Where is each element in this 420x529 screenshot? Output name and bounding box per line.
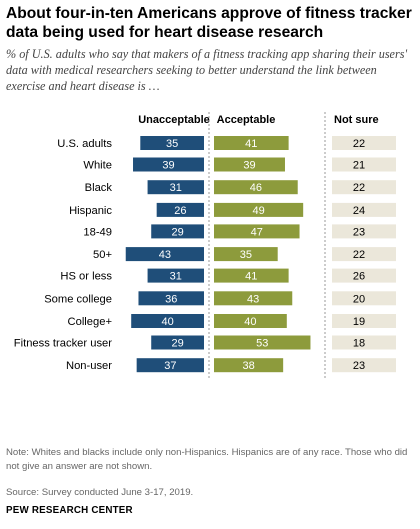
bar-not-sure: [332, 157, 396, 172]
bar-unacceptable: [133, 157, 204, 172]
data-label-unacceptable: 39: [162, 160, 174, 172]
data-label-acceptable: 38: [242, 360, 254, 372]
category-label: College+: [68, 316, 112, 328]
category-label: U.S. adults: [57, 138, 112, 150]
data-label-not-sure: 22: [353, 182, 365, 194]
bar-unacceptable: [131, 314, 204, 328]
bar-unacceptable: [151, 335, 204, 350]
data-label-not-sure: 23: [353, 226, 365, 238]
data-label-not-sure: 24: [353, 205, 365, 217]
data-label-not-sure: 22: [353, 249, 365, 261]
data-label-unacceptable: 29: [171, 338, 183, 350]
chart-note: Note: Whites and blacks include only non…: [6, 447, 408, 472]
data-label-acceptable: 49: [252, 205, 264, 217]
data-label-unacceptable: 37: [164, 360, 176, 372]
bar-unacceptable: [125, 247, 204, 262]
series-header-acceptable: Acceptable: [217, 114, 276, 126]
data-label-not-sure: 19: [353, 316, 365, 328]
bar-not-sure: [332, 180, 396, 195]
data-label-not-sure: 21: [353, 160, 365, 172]
bar-not-sure: [332, 247, 396, 262]
data-label-acceptable: 40: [244, 316, 256, 328]
chart-source: Source: Survey conducted June 3-17, 2019…: [6, 487, 194, 498]
data-label-acceptable: 47: [251, 226, 263, 238]
data-label-acceptable: 43: [247, 293, 259, 305]
category-label: 18-49: [83, 226, 112, 238]
bar-acceptable: [214, 136, 289, 150]
data-label-not-sure: 23: [353, 360, 365, 372]
category-label: Hispanic: [69, 205, 112, 217]
data-label-unacceptable: 29: [171, 226, 183, 238]
data-label-unacceptable: 35: [166, 138, 178, 150]
data-label-not-sure: 26: [353, 271, 365, 283]
data-label-acceptable: 53: [256, 338, 268, 350]
bar-acceptable: [214, 358, 284, 373]
bar-acceptable: [214, 202, 304, 217]
brand-logo-text: PEW RESEARCH CENTER: [6, 505, 133, 516]
category-label: Fitness tracker user: [14, 338, 113, 350]
data-label-acceptable: 39: [243, 160, 255, 172]
data-label-acceptable: 35: [240, 249, 252, 261]
bar-not-sure: [332, 268, 396, 283]
bar-acceptable: [214, 314, 287, 328]
category-label: HS or less: [60, 271, 112, 283]
series-header-not-sure: Not sure: [334, 114, 379, 126]
data-label-acceptable: 41: [245, 271, 257, 283]
data-label-acceptable: 46: [250, 182, 262, 194]
bar-not-sure: [332, 358, 396, 373]
data-label-unacceptable: 36: [165, 293, 177, 305]
category-label: Non-user: [66, 360, 112, 372]
bar-acceptable: [214, 180, 298, 195]
category-label: Black: [85, 182, 113, 194]
data-label-unacceptable: 40: [161, 316, 173, 328]
bar-acceptable: [214, 224, 300, 239]
bar-not-sure: [332, 224, 396, 239]
bar-acceptable: [214, 335, 311, 350]
bar-unacceptable: [156, 202, 204, 217]
bar-unacceptable: [147, 268, 204, 283]
series-header-unacceptable: Unacceptable: [138, 114, 210, 126]
chart-title: About four-in-ten Americans approve of f…: [6, 5, 412, 41]
bar-unacceptable: [151, 224, 204, 239]
bar-unacceptable: [138, 291, 204, 306]
data-label-not-sure: 22: [353, 138, 365, 150]
bar-acceptable: [214, 247, 278, 262]
bar-not-sure: [332, 335, 396, 350]
grouped-bar-chart: Unacceptable Acceptable Not sure U.S. adult…: [14, 112, 396, 380]
bar-unacceptable: [147, 180, 204, 195]
bar-not-sure: [332, 314, 396, 328]
bar-not-sure: [332, 291, 396, 306]
bar-acceptable: [214, 268, 289, 283]
data-label-unacceptable: 31: [170, 182, 182, 194]
category-label: Some college: [44, 293, 112, 305]
data-label-acceptable: 41: [245, 138, 257, 150]
category-label: 50+: [93, 249, 112, 261]
bar-not-sure: [332, 202, 396, 217]
bar-not-sure: [332, 136, 396, 150]
bar-unacceptable: [140, 136, 204, 150]
data-label-not-sure: 20: [353, 293, 365, 305]
data-label-not-sure: 18: [353, 338, 365, 350]
data-label-unacceptable: 26: [174, 205, 186, 217]
data-label-unacceptable: 31: [170, 271, 182, 283]
bar-acceptable: [214, 157, 285, 172]
bar-unacceptable: [136, 358, 204, 373]
category-label: White: [83, 160, 112, 172]
data-label-unacceptable: 43: [159, 249, 171, 261]
chart-subtitle: % of U.S. adults who say that makers of …: [6, 47, 408, 93]
bar-acceptable: [214, 291, 293, 306]
